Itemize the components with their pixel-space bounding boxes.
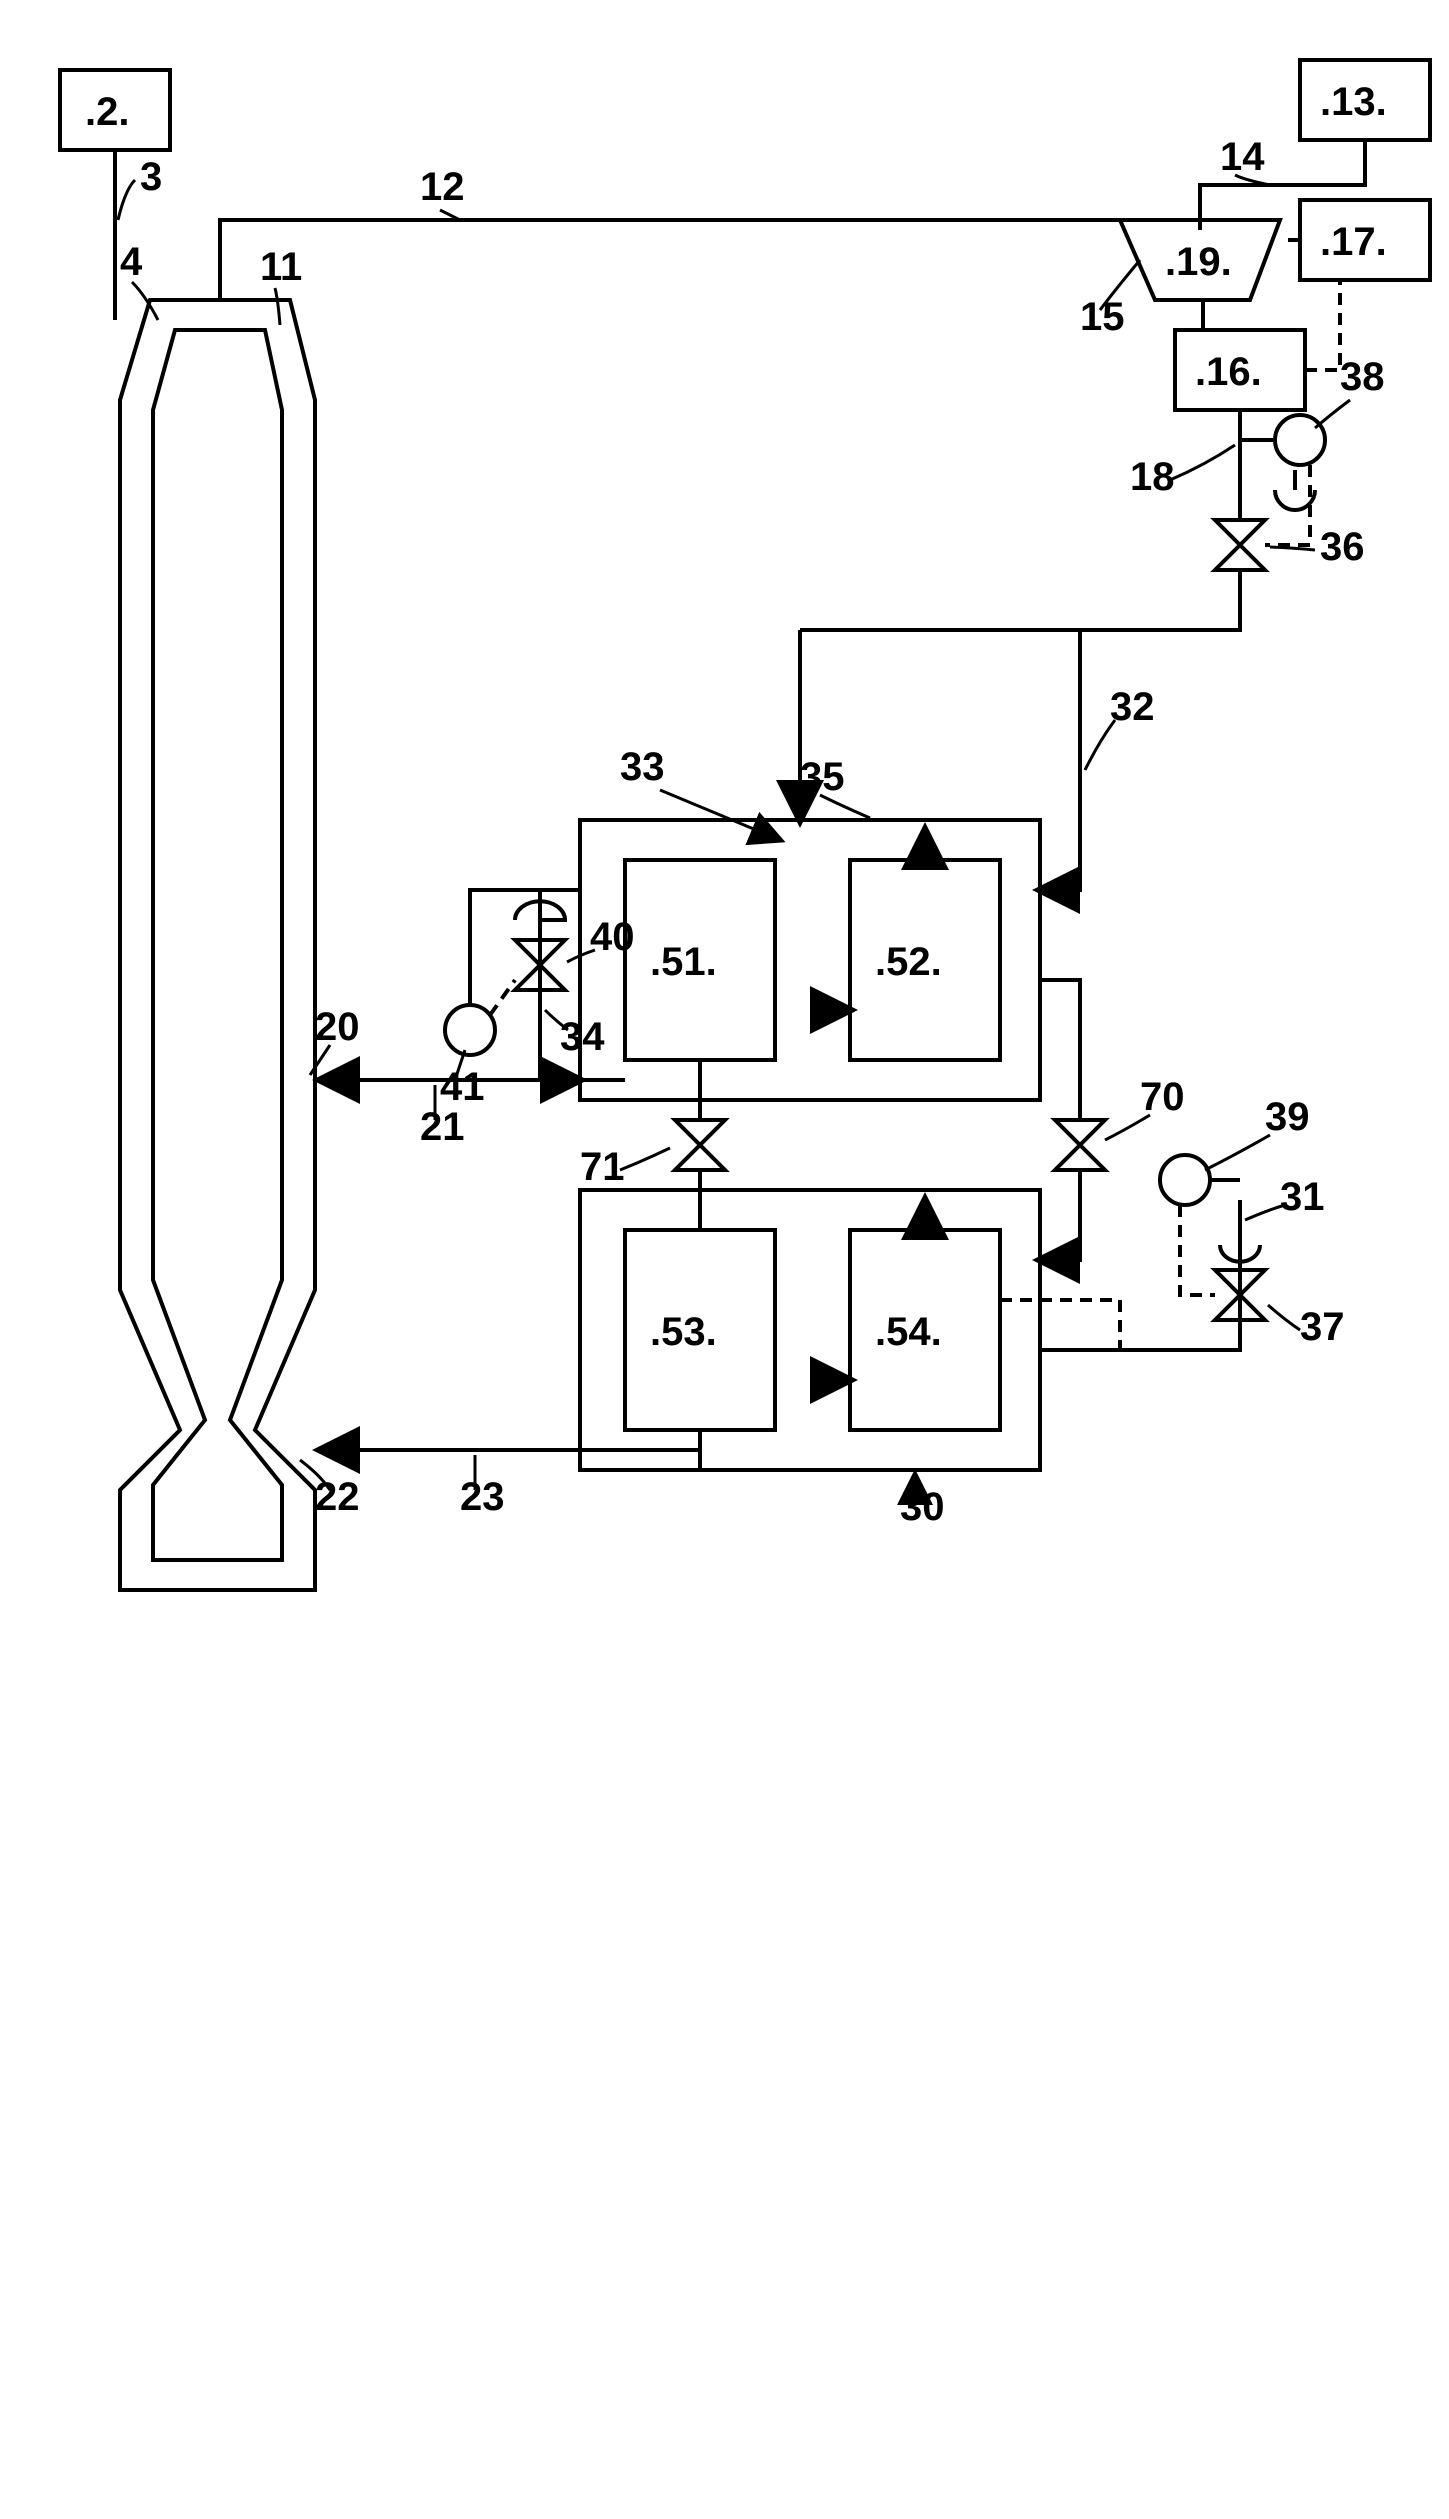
label-71: 71 [580, 1145, 625, 1189]
leader-71 [620, 1148, 670, 1170]
label-20: 20 [315, 1005, 360, 1049]
leader-18 [1170, 445, 1235, 480]
line-31 [1040, 1200, 1240, 1350]
label-14: 14 [1220, 135, 1265, 179]
label-box-16: .16. [1195, 350, 1262, 394]
leader-31 [1245, 1205, 1285, 1220]
label-3: 3 [140, 155, 162, 199]
leader-11 [275, 288, 280, 325]
label-39: 39 [1265, 1095, 1310, 1139]
leader-3 [118, 180, 135, 220]
leader-35 [820, 795, 870, 818]
leader-70 [1105, 1115, 1150, 1140]
label-box-54: .54. [875, 1310, 942, 1354]
leader-36 [1270, 547, 1315, 550]
label-31: 31 [1280, 1175, 1325, 1219]
leader-32 [1085, 720, 1115, 770]
label-33: 33 [620, 745, 665, 789]
label-38: 38 [1340, 355, 1385, 399]
line-hm36 [1240, 470, 1295, 520]
dashed-ctrl-36 [1265, 465, 1310, 545]
valve-71 [675, 1120, 725, 1170]
label-15: 15 [1080, 295, 1125, 339]
label-34: 34 [560, 1015, 605, 1059]
dashed-16-17 [1305, 280, 1340, 370]
label-36: 36 [1320, 525, 1365, 569]
dashed-41-40 [490, 980, 515, 1015]
line-v36-down [800, 570, 1240, 630]
dashed-39-37 [1180, 1205, 1215, 1295]
pump-39 [1160, 1155, 1210, 1205]
label-box-53: .53. [650, 1310, 717, 1354]
label-4: 4 [120, 240, 143, 284]
label-18: 18 [1130, 455, 1175, 499]
label-40: 40 [590, 915, 635, 959]
label-box-13: .13. [1320, 80, 1387, 124]
valve-70 [1055, 1120, 1105, 1170]
line-32 [1040, 630, 1080, 890]
schematic-diagram: .2. 3 4 11 12 .13. 14 .17. .19. 15 .16. … [20, 20, 1449, 1620]
label-box-2: .2. [85, 90, 129, 134]
leader-38 [1315, 400, 1350, 428]
dashed-54-37 [1000, 1300, 1120, 1350]
vessel-inner [153, 330, 282, 1560]
line-23 [320, 1430, 700, 1450]
label-70: 70 [1140, 1075, 1185, 1119]
label-box-51: .51. [650, 940, 717, 984]
leader-39 [1205, 1135, 1270, 1170]
label-box-17: .17. [1320, 220, 1387, 264]
line-c35-down [1040, 980, 1080, 1120]
leader-33 [660, 790, 780, 840]
label-32: 32 [1110, 685, 1155, 729]
valve-36 [1215, 520, 1265, 570]
line-41 [470, 890, 540, 1005]
line-v70-down [1040, 1170, 1080, 1260]
label-37: 37 [1300, 1305, 1345, 1349]
label-35: 35 [800, 755, 845, 799]
label-box-52: .52. [875, 940, 942, 984]
vessel-outer [120, 300, 315, 1590]
line-12 [220, 220, 1120, 300]
label-12: 12 [420, 165, 465, 209]
pump-41 [445, 1005, 495, 1055]
label-21: 21 [420, 1105, 465, 1149]
leader-37 [1268, 1305, 1300, 1330]
label-23: 23 [460, 1475, 505, 1519]
label-box-19: .19. [1165, 240, 1232, 284]
label-30: 30 [900, 1485, 945, 1529]
label-11: 11 [260, 245, 302, 289]
pump-38 [1275, 415, 1325, 465]
label-41: 41 [440, 1065, 485, 1109]
